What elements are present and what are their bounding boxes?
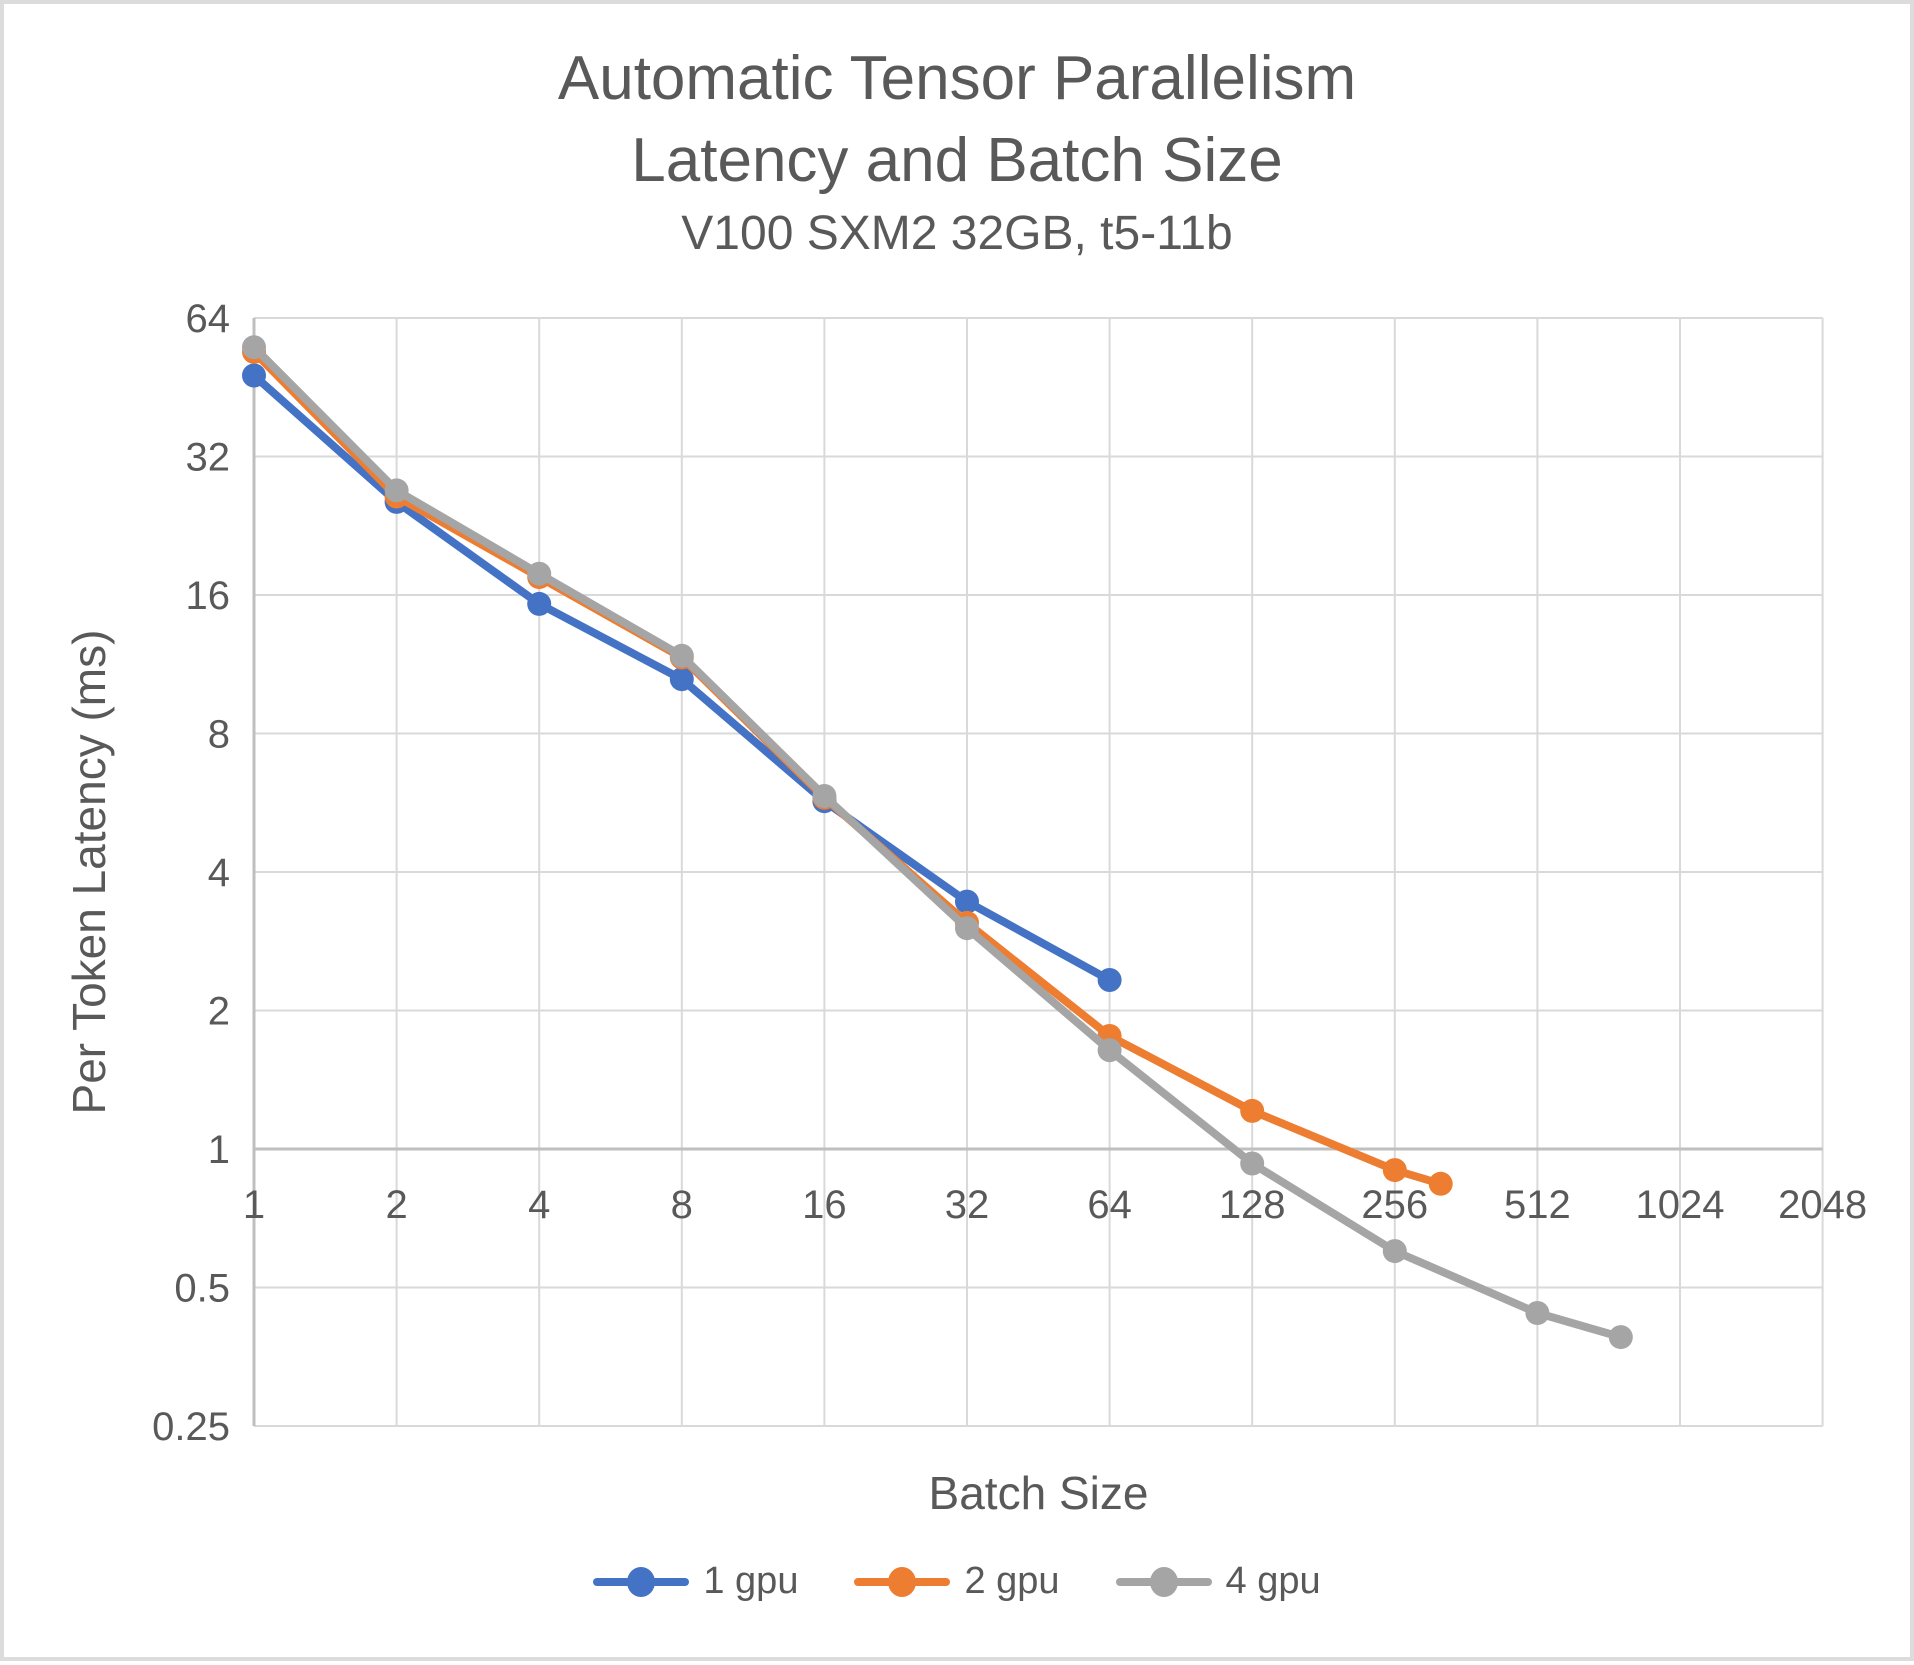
y-axis-title: Per Token Latency (ms) bbox=[63, 629, 115, 1115]
legend-marker-icon bbox=[1115, 1566, 1212, 1597]
chart-title-block: Automatic Tensor Parallelism Latency and… bbox=[4, 38, 1910, 266]
x-tick-label: 1 bbox=[243, 1183, 265, 1227]
x-tick-label: 16 bbox=[802, 1183, 847, 1227]
x-tick-label: 2048 bbox=[1778, 1183, 1867, 1227]
series-marker-1gpu bbox=[242, 363, 266, 388]
series-line-2gpu bbox=[250, 347, 1445, 1188]
legend-item-4gpu: 4 gpu bbox=[1115, 1560, 1321, 1603]
series-marker-4gpu bbox=[527, 561, 552, 586]
series-marker-2gpu bbox=[1240, 1098, 1265, 1123]
x-tick-label: 128 bbox=[1219, 1183, 1286, 1227]
legend-marker-icon bbox=[593, 1566, 690, 1597]
series-marker-4gpu bbox=[1525, 1301, 1550, 1325]
series-marker-4gpu bbox=[812, 784, 837, 808]
x-tick-label: 4 bbox=[528, 1183, 550, 1227]
series-marker-4gpu bbox=[1097, 1038, 1122, 1063]
series-marker-4gpu bbox=[669, 643, 694, 668]
series-marker-4gpu bbox=[384, 478, 409, 503]
y-tick-label: 64 bbox=[186, 297, 231, 341]
chart-subtitle: V100 SXM2 32GB, t5-11b bbox=[681, 207, 1233, 260]
y-tick-label: 2 bbox=[208, 990, 230, 1034]
series-marker-4gpu bbox=[1240, 1151, 1265, 1176]
x-tick-label: 64 bbox=[1087, 1183, 1132, 1227]
x-tick-label: 256 bbox=[1361, 1183, 1428, 1227]
series-marker-4gpu bbox=[1382, 1239, 1407, 1264]
y-tick-label: 0.5 bbox=[174, 1267, 230, 1311]
chart-title-line-1: Automatic Tensor Parallelism bbox=[557, 44, 1357, 113]
y-tick-label: 16 bbox=[186, 574, 231, 618]
y-tick-label: 0.25 bbox=[152, 1405, 230, 1449]
y-tick-label: 32 bbox=[186, 436, 231, 480]
legend-item-label: 2 gpu bbox=[964, 1560, 1060, 1602]
legend: 1 gpu 2 gpu 4 gpu bbox=[4, 1560, 1910, 1603]
legend-item-1gpu: 1 gpu bbox=[593, 1560, 798, 1603]
y-tick-label: 8 bbox=[208, 713, 230, 757]
x-axis-title: Batch Size bbox=[928, 1467, 1149, 1519]
series-marker-1gpu bbox=[669, 667, 694, 692]
chart-plot-area: 64 32 16 8 4 2 1 0.5 0.25 1 2 4 8 16 32 64 128 256 512 1024… bbox=[152, 297, 1867, 1449]
series-marker-2gpu bbox=[1382, 1158, 1407, 1183]
legend-marker-icon bbox=[854, 1566, 951, 1597]
series-marker-1gpu bbox=[955, 889, 979, 914]
y-tick-label: 4 bbox=[208, 851, 230, 895]
legend-item-2gpu: 2 gpu bbox=[854, 1560, 1060, 1603]
x-tick-label: 8 bbox=[671, 1183, 693, 1227]
series-marker-1gpu bbox=[1097, 968, 1122, 992]
y-tick-label: 1 bbox=[208, 1128, 230, 1172]
x-tick-label: 1024 bbox=[1636, 1183, 1725, 1227]
series-marker-4gpu bbox=[1608, 1325, 1633, 1350]
series-marker-4gpu bbox=[955, 916, 979, 941]
series-marker-1gpu bbox=[527, 591, 552, 616]
legend-item-label: 1 gpu bbox=[703, 1560, 799, 1602]
series-marker-2gpu bbox=[1428, 1171, 1453, 1196]
legend-item-label: 4 gpu bbox=[1225, 1560, 1321, 1602]
series-marker-4gpu bbox=[242, 335, 266, 360]
x-tick-label: 32 bbox=[945, 1183, 990, 1227]
x-tick-label: 2 bbox=[385, 1183, 407, 1227]
chart-title-line-2: Latency and Batch Size bbox=[631, 126, 1283, 195]
x-tick-label: 512 bbox=[1504, 1183, 1571, 1227]
